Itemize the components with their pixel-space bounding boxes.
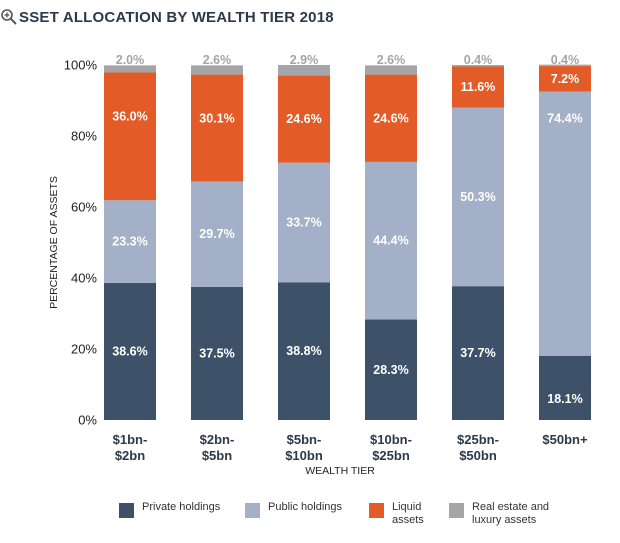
y-tick-label: 100% xyxy=(64,58,98,73)
bar-segment-liquid xyxy=(539,66,591,92)
legend-item-private: Private holdings xyxy=(119,501,220,518)
x-tick-label: $50bn+ xyxy=(542,432,588,447)
x-tick-label: $25bn xyxy=(372,448,410,463)
legend-item-realestate: Real estate and luxury assets xyxy=(449,501,549,527)
bar-segment-liquid xyxy=(278,75,330,163)
legend-label-private: Private holdings xyxy=(142,501,221,513)
data-label-private: 38.8% xyxy=(286,344,321,358)
data-label-public: 74.4% xyxy=(547,112,582,126)
legend-item-public: Public holdings xyxy=(245,501,342,518)
data-label-private: 18.1% xyxy=(547,392,582,406)
data-label-realestate: 2.9% xyxy=(290,53,319,67)
bar-segment-public xyxy=(191,181,243,287)
legend-swatch-private xyxy=(119,503,134,518)
bar-segment-realestate xyxy=(452,65,504,67)
legend-label-public: Public holdings xyxy=(268,501,342,513)
legend-swatch-liquid xyxy=(369,503,384,518)
bar-segment-private xyxy=(539,355,591,420)
x-tick-label: $2bn xyxy=(115,448,145,463)
data-label-private: 37.7% xyxy=(460,346,495,360)
bar-segment-realestate xyxy=(365,65,417,75)
x-tick-label: $1bn- xyxy=(113,432,148,447)
bar-segment-public xyxy=(452,107,504,287)
bar-segment-liquid xyxy=(191,74,243,182)
data-label-private: 28.3% xyxy=(373,363,408,377)
data-label-public: 23.3% xyxy=(112,235,147,249)
zoom-icon[interactable] xyxy=(0,8,18,26)
y-tick-label: 80% xyxy=(71,129,97,144)
y-tick-label: 60% xyxy=(71,200,97,215)
bar-segment-public xyxy=(539,91,591,356)
x-axis-label: WEALTH TIER xyxy=(305,465,375,477)
bar-segment-liquid xyxy=(365,74,417,162)
data-label-liquid: 7.2% xyxy=(551,72,580,86)
bar-segment-public xyxy=(278,162,330,283)
y-tick-label: 40% xyxy=(71,271,97,286)
data-label-public: 33.7% xyxy=(286,215,321,229)
data-label-public: 29.7% xyxy=(199,227,234,241)
x-tick-label: $2bn- xyxy=(200,432,235,447)
data-label-realestate: 2.6% xyxy=(203,53,232,67)
title-row: SSET ALLOCATION BY WEALTH TIER 2018 xyxy=(0,6,334,28)
data-label-realestate: 2.0% xyxy=(116,53,145,67)
data-label-realestate: 0.4% xyxy=(464,53,493,67)
bar-segment-private xyxy=(452,286,504,420)
bar-segment-private xyxy=(365,319,417,420)
y-tick-label: 20% xyxy=(71,342,97,357)
bar-segment-liquid xyxy=(452,66,504,108)
data-label-realestate: 2.6% xyxy=(377,53,406,67)
chart-title: SSET ALLOCATION BY WEALTH TIER 2018 xyxy=(19,8,334,26)
bar-segment-realestate xyxy=(104,65,156,73)
data-label-liquid: 30.1% xyxy=(199,112,234,126)
legend-swatch-public xyxy=(245,503,260,518)
bar-segment-private xyxy=(278,282,330,420)
x-tick-label: $50bn xyxy=(459,448,497,463)
data-label-liquid: 36.0% xyxy=(112,109,147,123)
bar-segment-public xyxy=(365,161,417,320)
data-label-liquid: 24.6% xyxy=(373,111,408,125)
legend: Private holdings Public holdings Liquid ass… xyxy=(0,501,620,541)
data-label-public: 50.3% xyxy=(460,190,495,204)
x-tick-label: $10bn xyxy=(285,448,323,463)
y-tick-label: 0% xyxy=(78,413,97,428)
data-label-private: 38.6% xyxy=(112,344,147,358)
legend-label-realestate: Real estate and luxury assets xyxy=(472,501,550,526)
legend-label-liquid: Liquid assets xyxy=(392,501,424,526)
legend-swatch-realestate xyxy=(449,503,464,518)
x-tick-label: $25bn- xyxy=(457,432,499,447)
x-tick-label: $5bn- xyxy=(287,432,322,447)
legend-item-liquid: Liquid assets xyxy=(369,501,424,527)
bar-segment-private xyxy=(104,282,156,420)
x-tick-label: $5bn xyxy=(202,448,232,463)
y-axis-label: PERCENTAGE OF ASSETS xyxy=(48,176,60,309)
bar-segment-realestate xyxy=(539,64,591,67)
data-label-private: 37.5% xyxy=(199,346,234,360)
bar-segment-liquid xyxy=(104,72,156,201)
data-label-liquid: 11.6% xyxy=(461,80,496,94)
stacked-bar-chart: 0% 20% 40% 60% 80% 100% PERCENTAGE OF ASSETS 38… xyxy=(48,53,591,477)
bar-segment-realestate xyxy=(278,65,330,76)
bar-segment-realestate xyxy=(191,65,243,75)
bar-segment-public xyxy=(104,200,156,283)
data-label-public: 44.4% xyxy=(373,234,408,248)
data-label-liquid: 24.6% xyxy=(286,112,321,126)
bar-segment-private xyxy=(191,286,243,420)
x-tick-label: $10bn- xyxy=(370,432,412,447)
data-label-realestate: 0.4% xyxy=(551,53,580,67)
